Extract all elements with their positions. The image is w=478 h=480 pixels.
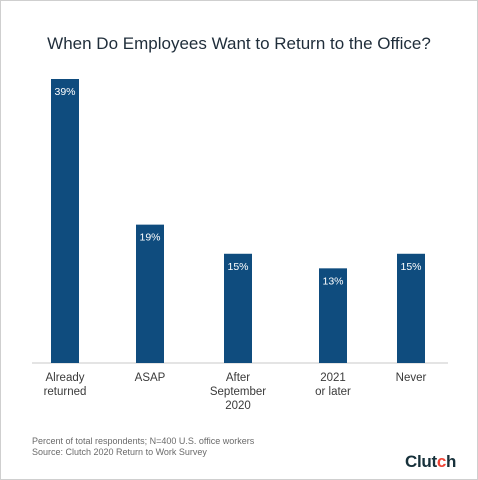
bar-value-label-1: 19% [139,232,160,244]
bar-value-label-4: 15% [400,261,421,273]
category-label-2-line-0: After [226,372,250,384]
chart-title: When Do Employees Want to Return to the … [47,34,431,53]
logo-text-main: Clut [405,452,437,471]
bar-4 [397,253,425,363]
bar-value-label-2: 15% [227,261,248,273]
category-label-3-line-1: or later [315,386,351,398]
bar-value-label-0: 39% [54,86,75,98]
category-label-3-line-0: 2021 [320,372,346,384]
category-label-2-line-2: 2020 [225,400,251,412]
clutch-logo: Clutch [405,452,456,472]
category-label-0-line-1: returned [44,386,87,398]
category-label-2-line-1: September [210,386,266,398]
bar-1 [136,224,164,363]
bar-value-label-3: 13% [322,275,343,287]
bar-0 [51,79,79,363]
bar-2 [224,253,252,363]
footnote-source: Source: Clutch 2020 Return to Work Surve… [32,447,207,457]
bar-3 [319,268,347,363]
category-label-0-line-0: Already [46,372,85,384]
category-label-4-line-0: Never [396,372,427,384]
logo-text-end: h [446,452,457,471]
category-label-1-line-0: ASAP [135,372,166,384]
logo-text-accent: c [436,452,447,471]
footnote-respondents: Percent of total respondents; N=400 U.S.… [32,436,255,446]
